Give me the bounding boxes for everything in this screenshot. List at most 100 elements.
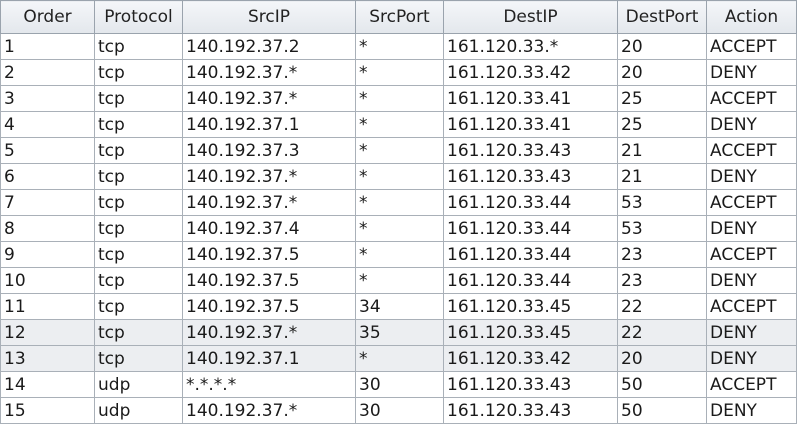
cell-order[interactable]: 13 [0, 345, 95, 372]
cell-destip[interactable]: 161.120.33.43 [443, 371, 618, 398]
cell-srcip[interactable]: 140.192.37.* [182, 163, 356, 190]
cell-order[interactable]: 4 [0, 111, 95, 138]
cell-srcport[interactable]: * [355, 189, 444, 216]
cell-destip[interactable]: 161.120.33.41 [443, 111, 618, 138]
cell-destport[interactable]: 50 [617, 397, 707, 424]
cell-destport[interactable]: 21 [617, 137, 707, 164]
cell-srcip[interactable]: *.*.*.* [182, 371, 356, 398]
table-row[interactable]: 7 tcp 140.192.37.* * 161.120.33.44 53 ACCEPT [0, 189, 797, 216]
column-header-destip[interactable]: DestIP [443, 0, 618, 34]
cell-protocol[interactable]: tcp [94, 189, 183, 216]
cell-destport[interactable]: 53 [617, 189, 707, 216]
table-row[interactable]: 8 tcp 140.192.37.4 * 161.120.33.44 53 DENY [0, 215, 797, 242]
cell-destport[interactable]: 53 [617, 215, 707, 242]
column-header-protocol[interactable]: Protocol [94, 0, 183, 34]
table-row[interactable]: 5 tcp 140.192.37.3 * 161.120.33.43 21 ACCEPT [0, 137, 797, 164]
cell-destport[interactable]: 22 [617, 293, 707, 320]
table-row[interactable]: 11 tcp 140.192.37.5 34 161.120.33.45 22 ACCEPT [0, 293, 797, 320]
cell-protocol[interactable]: tcp [94, 137, 183, 164]
cell-destport[interactable]: 20 [617, 33, 707, 60]
cell-protocol[interactable]: tcp [94, 241, 183, 268]
table-row[interactable]: 6 tcp 140.192.37.* * 161.120.33.43 21 DENY [0, 163, 797, 190]
column-header-srcip[interactable]: SrcIP [182, 0, 356, 34]
cell-protocol[interactable]: tcp [94, 345, 183, 372]
cell-order[interactable]: 15 [0, 397, 95, 424]
cell-srcip[interactable]: 140.192.37.* [182, 189, 356, 216]
cell-order[interactable]: 10 [0, 267, 95, 294]
cell-srcip[interactable]: 140.192.37.1 [182, 111, 356, 138]
table-row[interactable]: 3 tcp 140.192.37.* * 161.120.33.41 25 ACCEPT [0, 85, 797, 112]
cell-action[interactable]: ACCEPT [706, 137, 797, 164]
cell-destip[interactable]: 161.120.33.42 [443, 59, 618, 86]
cell-destip[interactable]: 161.120.33.44 [443, 215, 618, 242]
cell-action[interactable]: ACCEPT [706, 293, 797, 320]
cell-action[interactable]: DENY [706, 267, 797, 294]
table-row[interactable]: 12 tcp 140.192.37.* 35 161.120.33.45 22 DENY [0, 319, 797, 346]
cell-destip[interactable]: 161.120.33.44 [443, 267, 618, 294]
cell-destport[interactable]: 20 [617, 59, 707, 86]
cell-srcport[interactable]: * [355, 111, 444, 138]
cell-destport[interactable]: 20 [617, 345, 707, 372]
cell-destport[interactable]: 25 [617, 111, 707, 138]
cell-action[interactable]: DENY [706, 397, 797, 424]
cell-destport[interactable]: 50 [617, 371, 707, 398]
column-header-destport[interactable]: DestPort [617, 0, 707, 34]
cell-srcport[interactable]: * [355, 33, 444, 60]
cell-order[interactable]: 6 [0, 163, 95, 190]
cell-action[interactable]: DENY [706, 111, 797, 138]
column-header-srcport[interactable]: SrcPort [355, 0, 444, 34]
cell-action[interactable]: DENY [706, 345, 797, 372]
cell-action[interactable]: DENY [706, 59, 797, 86]
cell-order[interactable]: 3 [0, 85, 95, 112]
table-row[interactable]: 1 tcp 140.192.37.2 * 161.120.33.* 20 ACCEPT [0, 33, 797, 60]
cell-order[interactable]: 2 [0, 59, 95, 86]
cell-srcport[interactable]: 34 [355, 293, 444, 320]
cell-destip[interactable]: 161.120.33.45 [443, 293, 618, 320]
column-header-order[interactable]: Order [0, 0, 95, 34]
table-row[interactable]: 13 tcp 140.192.37.1 * 161.120.33.42 20 DENY [0, 345, 797, 372]
cell-action[interactable]: DENY [706, 319, 797, 346]
cell-srcport[interactable]: 30 [355, 397, 444, 424]
cell-action[interactable]: ACCEPT [706, 241, 797, 268]
table-row[interactable]: 2 tcp 140.192.37.* * 161.120.33.42 20 DENY [0, 59, 797, 86]
cell-action[interactable]: ACCEPT [706, 371, 797, 398]
cell-srcport[interactable]: * [355, 241, 444, 268]
cell-srcip[interactable]: 140.192.37.* [182, 319, 356, 346]
cell-srcip[interactable]: 140.192.37.* [182, 85, 356, 112]
cell-srcport[interactable]: * [355, 59, 444, 86]
cell-destip[interactable]: 161.120.33.41 [443, 85, 618, 112]
cell-destip[interactable]: 161.120.33.43 [443, 163, 618, 190]
cell-srcip[interactable]: 140.192.37.5 [182, 293, 356, 320]
cell-srcport[interactable]: * [355, 163, 444, 190]
cell-srcip[interactable]: 140.192.37.5 [182, 267, 356, 294]
column-header-action[interactable]: Action [706, 0, 797, 34]
cell-destip[interactable]: 161.120.33.45 [443, 319, 618, 346]
cell-destport[interactable]: 21 [617, 163, 707, 190]
cell-srcip[interactable]: 140.192.37.* [182, 397, 356, 424]
cell-order[interactable]: 14 [0, 371, 95, 398]
cell-action[interactable]: DENY [706, 215, 797, 242]
cell-order[interactable]: 5 [0, 137, 95, 164]
cell-srcport[interactable]: * [355, 345, 444, 372]
cell-destip[interactable]: 161.120.33.44 [443, 189, 618, 216]
cell-action[interactable]: DENY [706, 163, 797, 190]
cell-protocol[interactable]: tcp [94, 163, 183, 190]
cell-srcport[interactable]: * [355, 267, 444, 294]
cell-srcip[interactable]: 140.192.37.4 [182, 215, 356, 242]
cell-protocol[interactable]: tcp [94, 319, 183, 346]
cell-protocol[interactable]: tcp [94, 33, 183, 60]
cell-srcip[interactable]: 140.192.37.5 [182, 241, 356, 268]
cell-srcport[interactable]: 30 [355, 371, 444, 398]
cell-protocol[interactable]: tcp [94, 59, 183, 86]
cell-order[interactable]: 11 [0, 293, 95, 320]
cell-srcport[interactable]: 35 [355, 319, 444, 346]
cell-destport[interactable]: 23 [617, 267, 707, 294]
cell-srcip[interactable]: 140.192.37.2 [182, 33, 356, 60]
cell-destport[interactable]: 23 [617, 241, 707, 268]
cell-order[interactable]: 7 [0, 189, 95, 216]
cell-protocol[interactable]: tcp [94, 293, 183, 320]
cell-protocol[interactable]: tcp [94, 111, 183, 138]
cell-srcport[interactable]: * [355, 85, 444, 112]
cell-protocol[interactable]: tcp [94, 215, 183, 242]
cell-action[interactable]: ACCEPT [706, 85, 797, 112]
